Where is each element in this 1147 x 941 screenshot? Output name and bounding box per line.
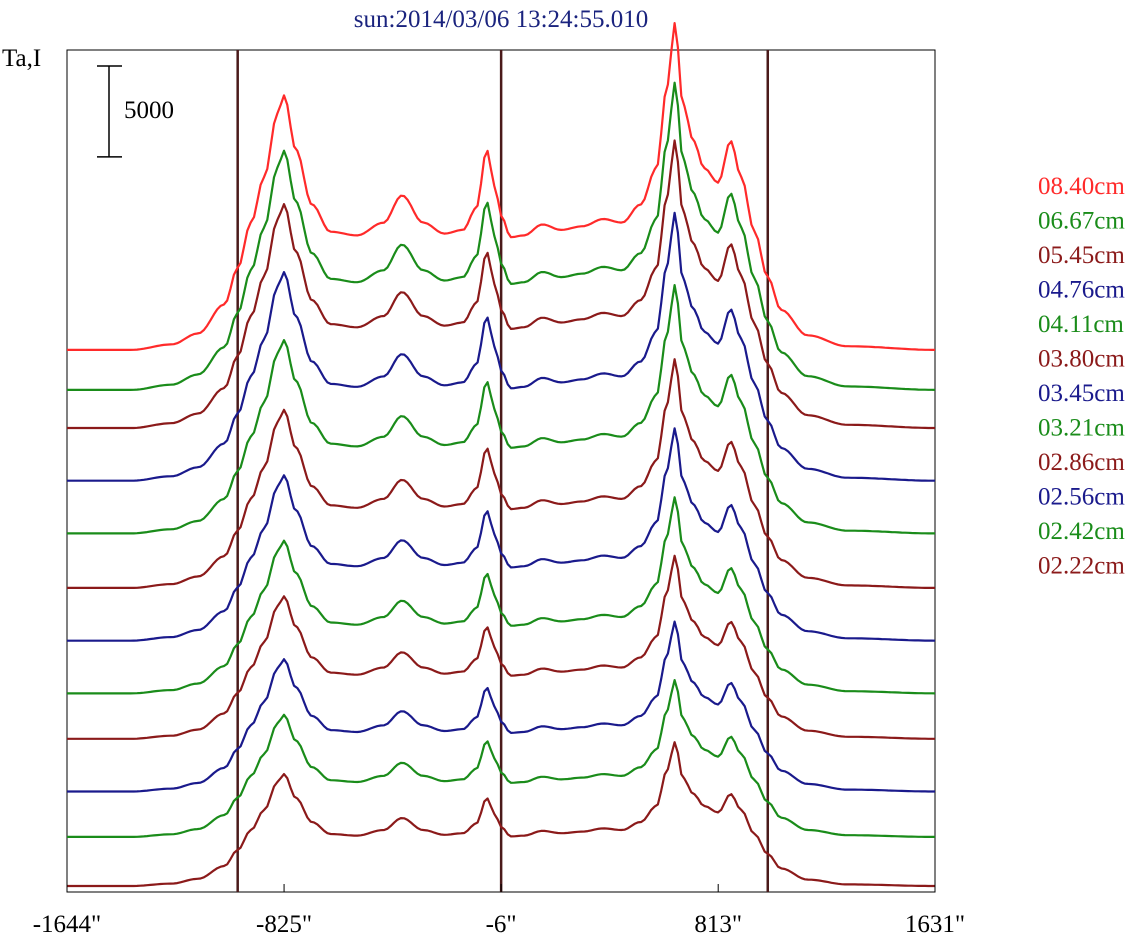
scale-bar: 5000 [97, 65, 174, 158]
series-line-02.86cm [67, 554, 935, 740]
legend-item-03.45cm: 03.45cm [1038, 380, 1125, 407]
series-line-04.76cm [67, 211, 935, 482]
legend-item-05.45cm: 05.45cm [1038, 242, 1125, 269]
series-line-06.67cm [67, 81, 936, 391]
legend-item-08.40cm: 08.40cm [1038, 173, 1125, 200]
legend-item-06.67cm: 06.67cm [1038, 208, 1125, 235]
legend-item-02.42cm: 02.42cm [1038, 518, 1125, 545]
series-line-03.80cm [67, 358, 935, 589]
x-tick-label-0: -1644" [33, 911, 102, 938]
legend-item-02.86cm: 02.86cm [1038, 449, 1125, 476]
series-line-02.42cm [67, 679, 935, 838]
legend-item-04.11cm: 04.11cm [1038, 311, 1124, 338]
series-line-08.40cm [67, 22, 935, 351]
legend-item-03.80cm: 03.80cm [1038, 346, 1125, 373]
x-tick-label-4: 1631" [905, 911, 965, 938]
series-line-02.56cm [67, 620, 935, 793]
chart-title: sun:2014/03/06 13:24:55.010 [354, 6, 648, 33]
legend-item-03.21cm: 03.21cm [1038, 415, 1125, 442]
legend: 08.40cm 06.67cm 05.45cm 04.76cm 04.11cm 03.80… [1038, 173, 1125, 580]
legend-item-04.76cm: 04.76cm [1038, 277, 1125, 304]
series-line-04.11cm [67, 284, 935, 535]
x-tick-label-3: 813" [694, 911, 742, 938]
scale-bar-label: 5000 [124, 97, 174, 124]
x-tick-label-1: -825" [256, 911, 312, 938]
legend-item-02.56cm: 02.56cm [1038, 484, 1125, 511]
series-line-03.45cm [67, 427, 936, 642]
x-axis-ticks: -1644" -825" -6" 813" 1631" [33, 884, 965, 938]
series-line-02.22cm [67, 741, 935, 888]
series-line-05.45cm [67, 139, 935, 430]
series-layer [67, 22, 936, 888]
y-axis-label: Ta,I [2, 45, 41, 72]
series-line-03.21cm [67, 496, 936, 695]
legend-item-02.22cm: 02.22cm [1038, 553, 1125, 580]
x-tick-label-2: -6" [486, 911, 517, 938]
